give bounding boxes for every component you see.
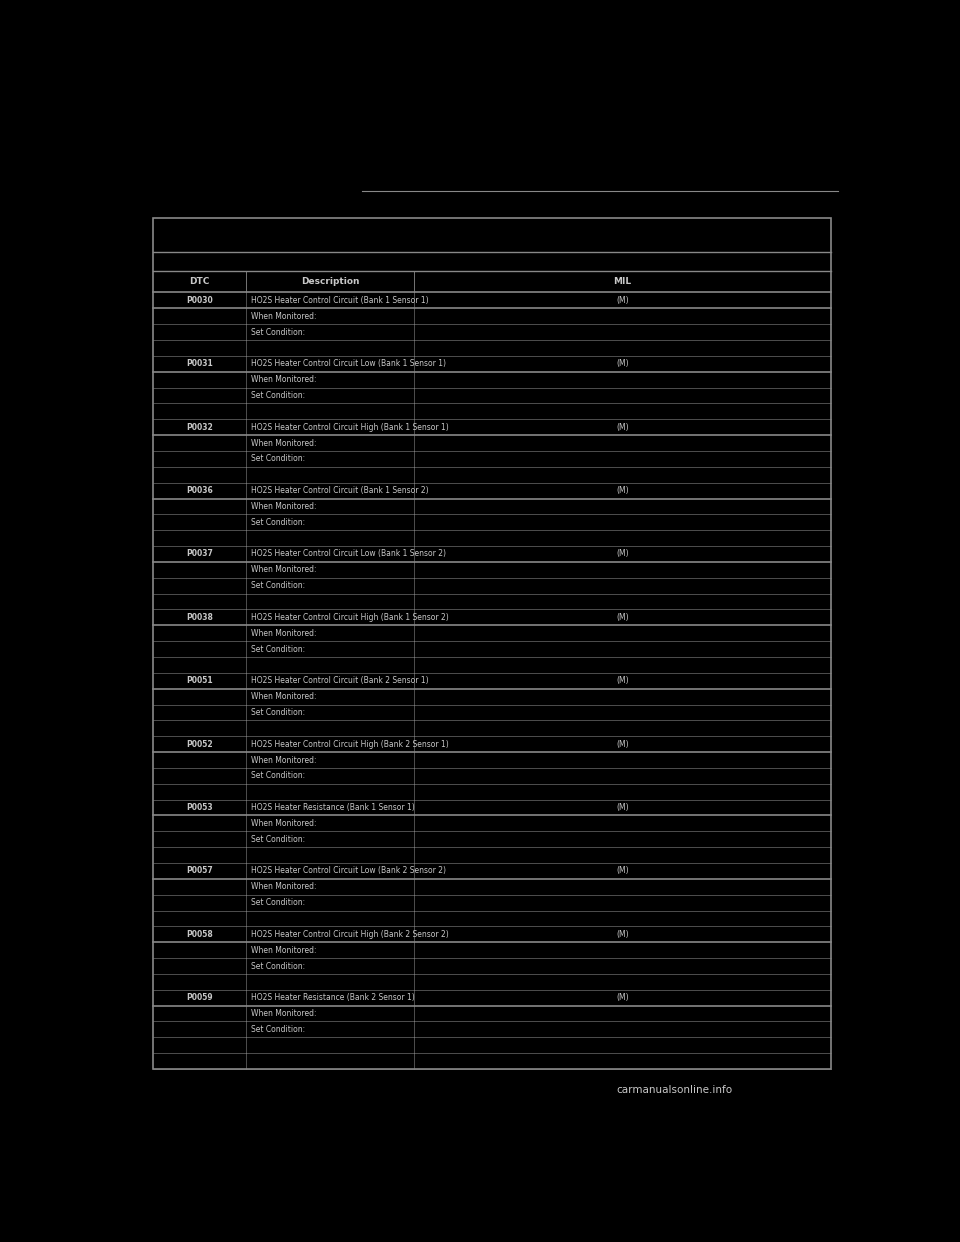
Text: Set Condition:: Set Condition: <box>251 645 305 653</box>
Text: When Monitored:: When Monitored: <box>251 882 317 892</box>
Text: (M): (M) <box>616 740 629 749</box>
Text: HO2S Heater Control Circuit High (Bank 2 Sensor 1): HO2S Heater Control Circuit High (Bank 2… <box>251 740 448 749</box>
Text: (M): (M) <box>616 612 629 622</box>
Text: P0059: P0059 <box>186 994 213 1002</box>
Text: P0052: P0052 <box>186 740 213 749</box>
Text: (M): (M) <box>616 422 629 432</box>
Text: HO2S Heater Control Circuit High (Bank 1 Sensor 1): HO2S Heater Control Circuit High (Bank 1… <box>251 422 448 432</box>
Text: Set Condition:: Set Condition: <box>251 391 305 400</box>
Text: (M): (M) <box>616 804 629 812</box>
Text: HO2S Heater Control Circuit (Bank 2 Sensor 1): HO2S Heater Control Circuit (Bank 2 Sens… <box>251 676 428 686</box>
Text: When Monitored:: When Monitored: <box>251 945 317 955</box>
Text: (M): (M) <box>616 994 629 1002</box>
Text: DTC: DTC <box>189 277 209 287</box>
Text: P0037: P0037 <box>186 549 213 559</box>
Text: Set Condition:: Set Condition: <box>251 835 305 843</box>
Text: When Monitored:: When Monitored: <box>251 818 317 828</box>
Text: (M): (M) <box>616 930 629 939</box>
Text: When Monitored:: When Monitored: <box>251 438 317 447</box>
Text: When Monitored:: When Monitored: <box>251 628 317 637</box>
Text: HO2S Heater Control Circuit Low (Bank 2 Sensor 2): HO2S Heater Control Circuit Low (Bank 2 … <box>251 867 445 876</box>
Text: HO2S Heater Control Circuit High (Bank 2 Sensor 2): HO2S Heater Control Circuit High (Bank 2… <box>251 930 448 939</box>
Text: HO2S Heater Control Circuit (Bank 1 Sensor 2): HO2S Heater Control Circuit (Bank 1 Sens… <box>251 486 428 496</box>
Text: P0057: P0057 <box>186 867 213 876</box>
Text: (M): (M) <box>616 549 629 559</box>
Text: P0038: P0038 <box>186 612 213 622</box>
Text: P0032: P0032 <box>186 422 213 432</box>
Text: (M): (M) <box>616 676 629 686</box>
Text: HO2S Heater Control Circuit Low (Bank 1 Sensor 2): HO2S Heater Control Circuit Low (Bank 1 … <box>251 549 445 559</box>
Text: HO2S Heater Resistance (Bank 2 Sensor 1): HO2S Heater Resistance (Bank 2 Sensor 1) <box>251 994 415 1002</box>
Text: HO2S Heater Control Circuit Low (Bank 1 Sensor 1): HO2S Heater Control Circuit Low (Bank 1 … <box>251 359 445 369</box>
Text: Set Condition:: Set Condition: <box>251 771 305 780</box>
Text: HO2S Heater Resistance (Bank 1 Sensor 1): HO2S Heater Resistance (Bank 1 Sensor 1) <box>251 804 415 812</box>
Text: Set Condition:: Set Condition: <box>251 898 305 907</box>
Text: Set Condition:: Set Condition: <box>251 328 305 337</box>
Text: When Monitored:: When Monitored: <box>251 502 317 510</box>
Text: Set Condition:: Set Condition: <box>251 708 305 717</box>
Text: P0053: P0053 <box>186 804 213 812</box>
Text: (M): (M) <box>616 359 629 369</box>
Text: Set Condition:: Set Condition: <box>251 581 305 590</box>
Text: (M): (M) <box>616 296 629 306</box>
Text: Set Condition:: Set Condition: <box>251 1025 305 1033</box>
Text: When Monitored:: When Monitored: <box>251 692 317 702</box>
Text: Set Condition:: Set Condition: <box>251 455 305 463</box>
Text: HO2S Heater Control Circuit High (Bank 1 Sensor 2): HO2S Heater Control Circuit High (Bank 1… <box>251 612 448 622</box>
Text: (M): (M) <box>616 867 629 876</box>
Text: When Monitored:: When Monitored: <box>251 1009 317 1018</box>
Text: Set Condition:: Set Condition: <box>251 961 305 970</box>
Text: When Monitored:: When Monitored: <box>251 755 317 765</box>
Text: When Monitored:: When Monitored: <box>251 312 317 320</box>
Text: P0051: P0051 <box>186 676 213 686</box>
Text: P0036: P0036 <box>186 486 213 496</box>
Text: MIL: MIL <box>613 277 632 287</box>
Text: When Monitored:: When Monitored: <box>251 375 317 384</box>
Text: carmanualsonline.info: carmanualsonline.info <box>616 1086 732 1095</box>
Text: (M): (M) <box>616 486 629 496</box>
Text: P0031: P0031 <box>186 359 213 369</box>
Text: Set Condition:: Set Condition: <box>251 518 305 527</box>
Text: Description: Description <box>300 277 359 287</box>
Text: P0058: P0058 <box>186 930 213 939</box>
Text: HO2S Heater Control Circuit (Bank 1 Sensor 1): HO2S Heater Control Circuit (Bank 1 Sens… <box>251 296 428 306</box>
Bar <box>153 217 831 1069</box>
Text: When Monitored:: When Monitored: <box>251 565 317 574</box>
Text: P0030: P0030 <box>186 296 213 306</box>
